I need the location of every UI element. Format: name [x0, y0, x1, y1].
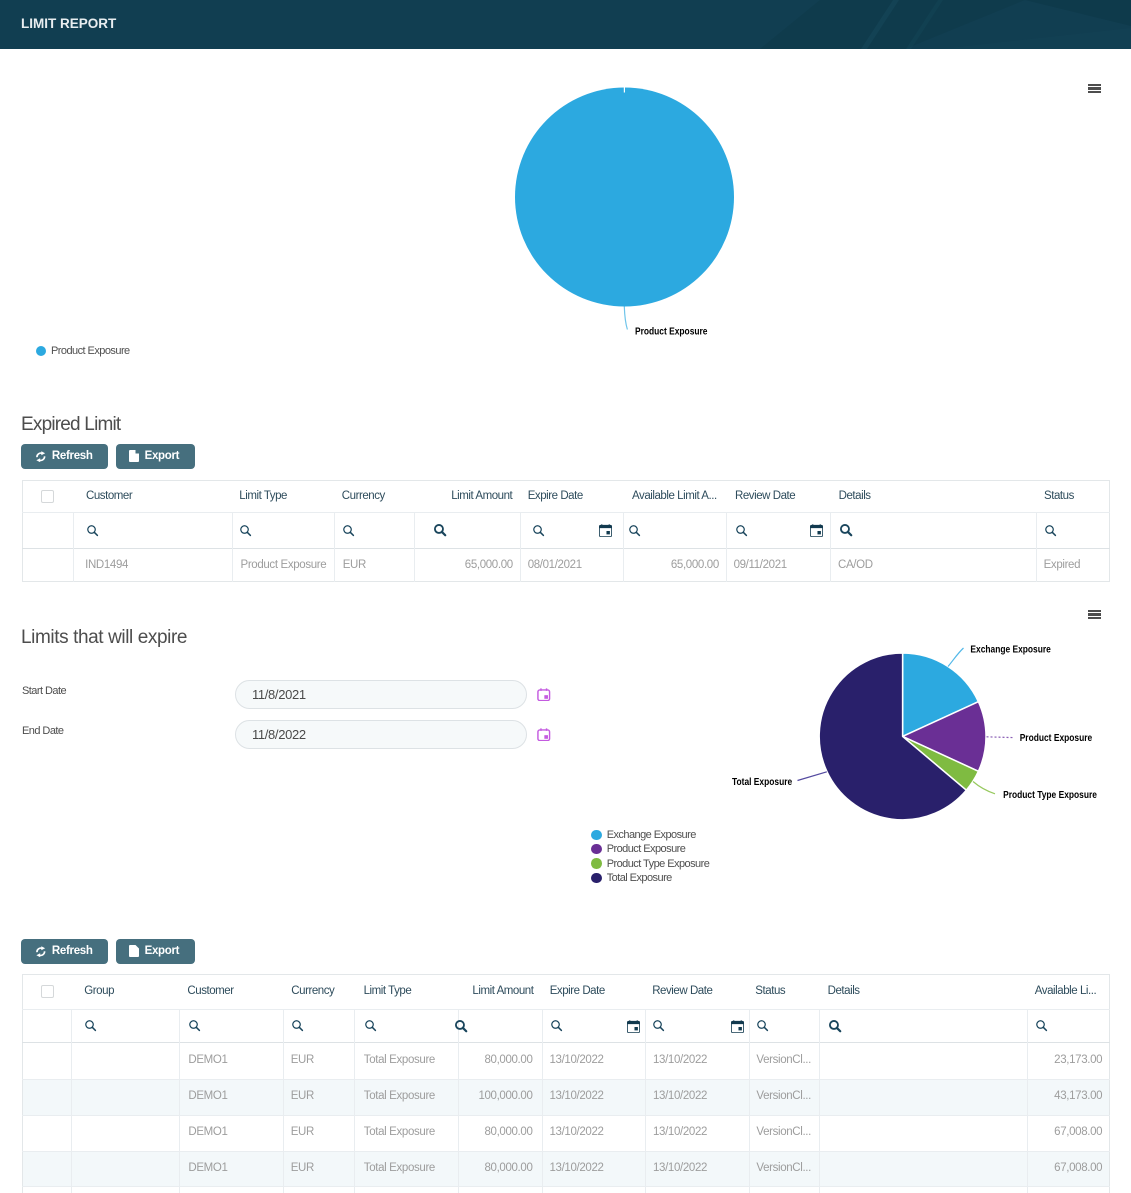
- svg-text:Product Type Exposure: Product Type Exposure: [1003, 789, 1097, 800]
- svg-text:Exchange Exposure: Exchange Exposure: [970, 644, 1050, 655]
- svg-text:Product Exposure: Product Exposure: [1020, 733, 1092, 744]
- svg-text:Product Exposure: Product Exposure: [635, 326, 707, 337]
- svg-text:Total Exposure: Total Exposure: [732, 776, 792, 787]
